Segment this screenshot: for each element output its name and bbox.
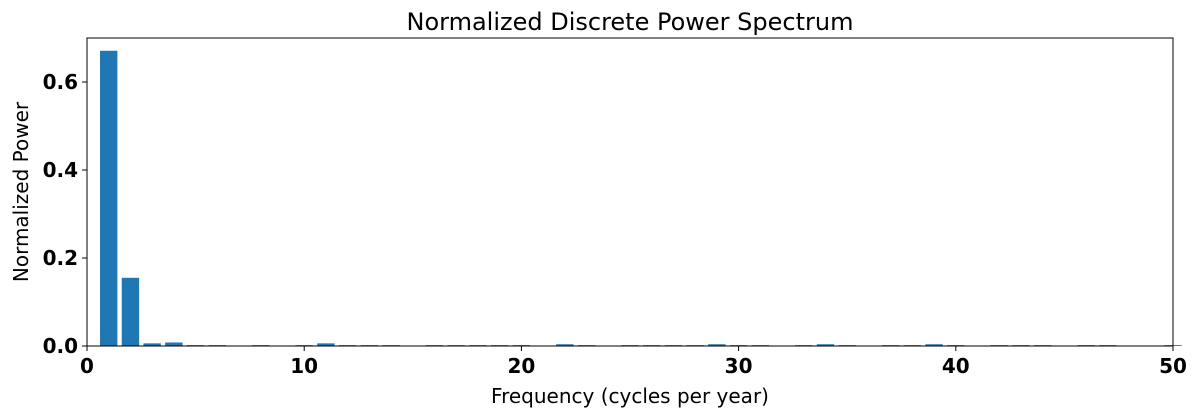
bar-freq-34 [816, 344, 835, 346]
x-tick-label: 30 [725, 354, 753, 378]
bar-freq-1 [100, 50, 118, 346]
y-axis-label: Normalized Power [9, 101, 33, 282]
chart-title: Normalized Discrete Power Spectrum [407, 8, 854, 36]
bar-freq-39 [925, 344, 943, 346]
x-tick-label: 20 [507, 354, 535, 378]
y-tick-label: 0.6 [43, 70, 78, 94]
y-axis-ticks: 0.0 0.2 0.4 0.6 [43, 70, 87, 358]
bar-freq-29 [708, 344, 726, 346]
bar-freq-4 [165, 342, 183, 346]
x-tick-label: 40 [942, 354, 970, 378]
bar-freq-11 [317, 343, 335, 346]
x-axis-label: Frequency (cycles per year) [491, 384, 769, 408]
bar-freq-22 [556, 344, 574, 346]
y-tick-label: 0.0 [43, 334, 78, 358]
x-tick-label: 10 [290, 354, 318, 378]
y-tick-label: 0.4 [43, 158, 78, 182]
bar-series [100, 50, 1182, 346]
y-tick-label: 0.2 [43, 246, 78, 270]
x-axis-ticks: 0 10 20 30 40 50 [80, 346, 1187, 378]
bar-freq-3 [143, 343, 161, 346]
x-tick-label: 0 [80, 354, 94, 378]
plot-frame [86, 37, 1174, 347]
bar-freq-2 [121, 277, 140, 346]
x-tick-label: 50 [1159, 354, 1187, 378]
